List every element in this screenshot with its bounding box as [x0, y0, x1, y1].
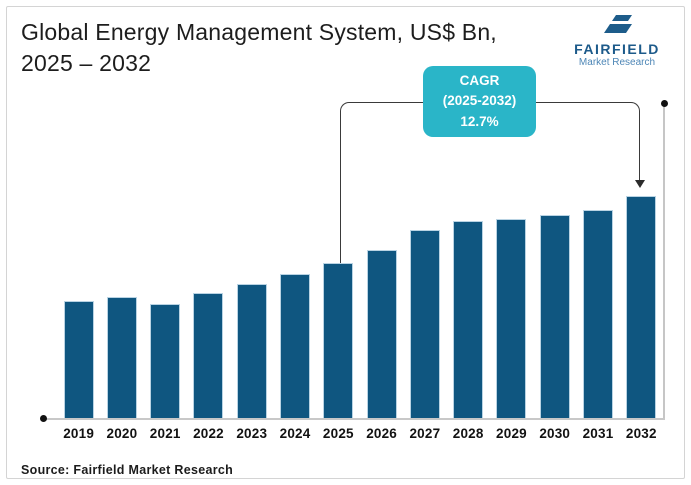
cagr-arrow-down-icon	[635, 180, 645, 188]
cagr-badge: CAGR (2025-2032) 12.7%	[423, 66, 536, 137]
title-line-1: Global Energy Management System, US$ Bn,	[21, 19, 497, 45]
x-tick-label-2030: 2030	[539, 426, 571, 441]
cagr-bracket-left	[340, 102, 423, 263]
source-note: Source: Fairfield Market Research	[21, 463, 234, 477]
bar-2028	[453, 221, 484, 418]
figure-frame: Global Energy Management System, US$ Bn,…	[6, 6, 685, 479]
bar-2019	[63, 301, 94, 418]
right-axis-line	[663, 104, 665, 419]
x-tick-label-2022: 2022	[193, 426, 224, 441]
bar-column-2022	[187, 189, 230, 418]
x-tick-label-2021: 2021	[149, 426, 181, 441]
labels-row: 2019 2020 2021 2022 2023 2024 2025 2026 2027 2028…	[57, 426, 663, 441]
bar-2022	[193, 293, 224, 418]
bars-row	[57, 189, 663, 418]
cagr-badge-label: CAGR	[459, 73, 500, 89]
x-axis-line	[43, 418, 665, 420]
x-tick-label-2032: 2032	[625, 426, 657, 441]
bar-column-2029	[490, 189, 533, 418]
fairfield-logo: FAIRFIELD Market Research	[562, 15, 672, 69]
x-tick-label-2028: 2028	[452, 426, 484, 441]
x-tick-label-2020: 2020	[106, 426, 138, 441]
x-tick-label-2029: 2029	[496, 426, 527, 441]
bar-column-2020	[100, 189, 143, 418]
x-tick-label-2031: 2031	[582, 426, 614, 441]
x-tick-label-2026: 2026	[366, 426, 398, 441]
page-title: Global Energy Management System, US$ Bn,…	[21, 17, 581, 79]
x-tick-label-2019: 2019	[63, 426, 95, 441]
bar-2020	[106, 297, 137, 418]
logo-name: FAIRFIELD	[574, 41, 660, 57]
bar-2029	[496, 219, 527, 418]
logo-tagline: Market Research	[578, 57, 656, 69]
bar-2025	[323, 263, 354, 418]
bar-2032	[626, 196, 657, 418]
bar-2030	[539, 215, 570, 418]
title-line-2: 2025 – 2032	[21, 50, 152, 77]
bar-2031	[583, 210, 614, 418]
bar-column-2028	[447, 189, 490, 418]
bar-column-2027	[403, 189, 446, 418]
x-axis-dot	[40, 415, 47, 422]
cagr-bracket-right	[536, 102, 640, 180]
cagr-badge-period: (2025-2032)	[442, 93, 517, 109]
bar-column-2023	[230, 189, 273, 418]
bar-column-2031	[576, 189, 619, 418]
x-tick-label-2023: 2023	[236, 426, 268, 441]
x-tick-label-2025: 2025	[322, 426, 354, 441]
bar-column-2024	[273, 189, 316, 418]
bar-2026	[366, 250, 397, 418]
bar-column-2025	[317, 189, 360, 418]
bar-2023	[236, 284, 267, 418]
bar-2024	[280, 274, 311, 418]
cagr-badge-value: 12.7%	[460, 113, 499, 129]
x-tick-label-2024: 2024	[279, 426, 311, 441]
bar-2021	[150, 304, 181, 418]
bar-column-2021	[144, 189, 187, 418]
x-tick-label-2027: 2027	[409, 426, 441, 441]
bar-2027	[409, 230, 440, 418]
bar-column-2032	[620, 189, 663, 418]
bar-column-2030	[533, 189, 576, 418]
right-axis-dot	[661, 100, 668, 107]
bar-column-2026	[360, 189, 403, 418]
bar-column-2019	[57, 189, 100, 418]
fairfield-flag-icon	[600, 15, 634, 40]
